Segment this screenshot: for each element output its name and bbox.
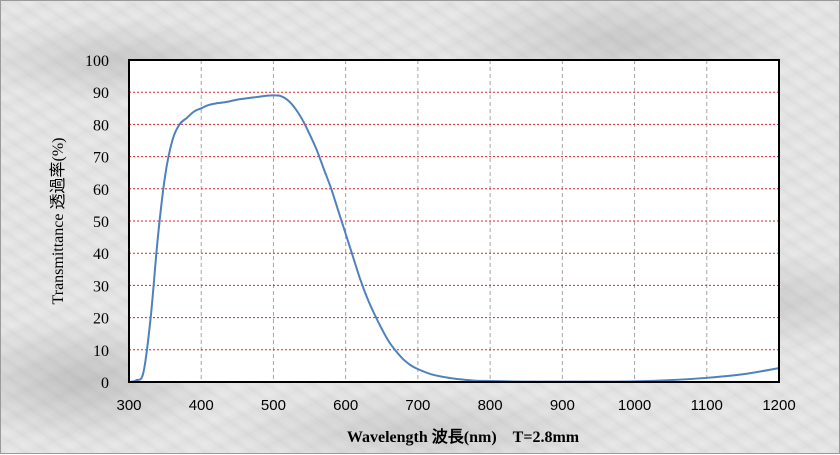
y-tick-label: 10 xyxy=(93,343,109,360)
y-axis-title: Transmittance 透過率(%) xyxy=(49,138,67,305)
x-tick-label: 1100 xyxy=(691,397,723,414)
grid-lines xyxy=(129,60,779,382)
x-tick-labels: 300 400 500 600 700 800 900 1000 1100 1200 xyxy=(116,397,795,414)
x-tick-label: 1200 xyxy=(762,397,795,414)
x-tick-label: 300 xyxy=(116,397,141,414)
transmittance-curve xyxy=(128,94,780,383)
x-tick-label: 700 xyxy=(405,397,430,414)
x-tick-label: 400 xyxy=(189,397,214,414)
y-tick-label: 70 xyxy=(93,150,109,167)
y-tick-label: 90 xyxy=(93,85,109,102)
x-tick-label: 800 xyxy=(478,397,503,414)
y-tick-label: 30 xyxy=(93,278,109,295)
x-tick-label: 500 xyxy=(261,397,286,414)
y-tick-labels: 0 10 20 30 40 50 60 70 80 90 100 xyxy=(85,53,109,392)
y-tick-label: 40 xyxy=(93,246,109,263)
x-tick-label: 900 xyxy=(550,397,575,414)
y-tick-label: 60 xyxy=(93,182,109,199)
y-tick-label: 50 xyxy=(93,214,109,231)
y-tick-label: 100 xyxy=(85,53,109,70)
plot-border xyxy=(128,59,780,383)
x-tick-label: 600 xyxy=(333,397,358,414)
x-tick-label: 1000 xyxy=(618,397,651,414)
y-tick-label: 80 xyxy=(93,117,109,134)
x-axis-title: Wavelength 波長(nm) T=2.8mm xyxy=(347,427,580,446)
y-tick-label: 20 xyxy=(93,311,109,328)
y-tick-label: 0 xyxy=(101,375,109,392)
